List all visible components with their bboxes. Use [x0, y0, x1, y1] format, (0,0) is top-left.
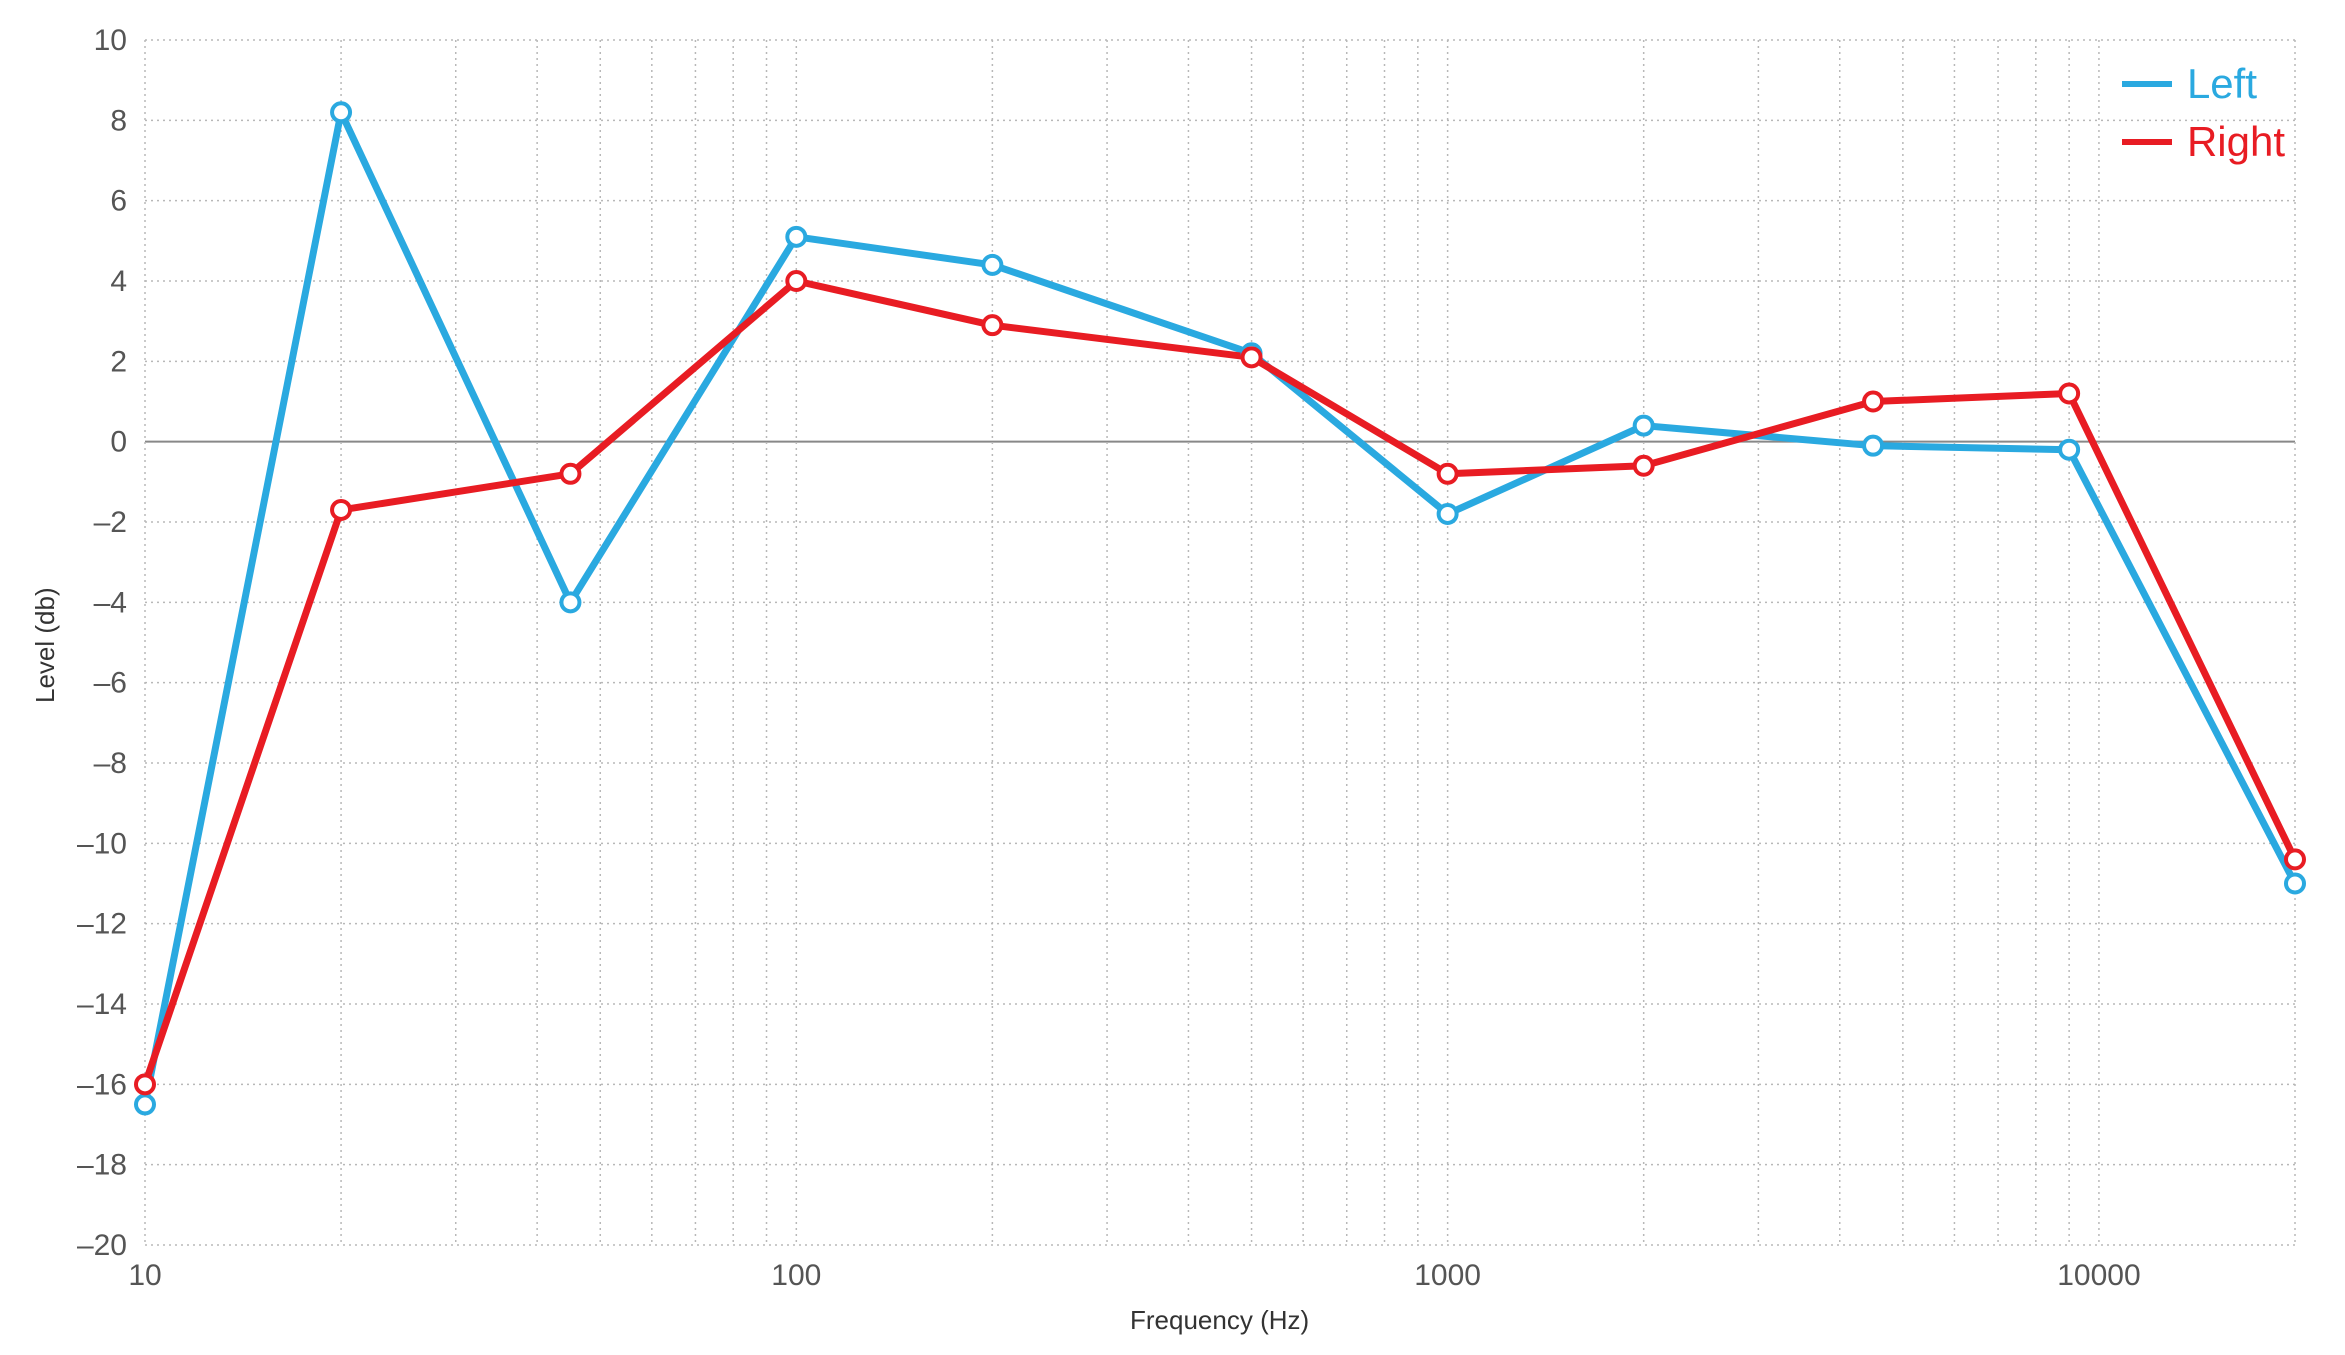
legend: Left Right	[2122, 60, 2285, 176]
svg-text:–18: –18	[77, 1149, 127, 1182]
legend-label-left: Left	[2187, 60, 2257, 108]
svg-text:–10: –10	[77, 827, 127, 860]
svg-text:2: 2	[110, 345, 127, 378]
svg-text:1000: 1000	[1414, 1259, 1481, 1292]
svg-text:6: 6	[110, 185, 127, 218]
svg-text:–6: –6	[94, 667, 127, 700]
svg-text:–12: –12	[77, 908, 127, 941]
svg-text:10000: 10000	[2057, 1259, 2140, 1292]
svg-text:8: 8	[110, 104, 127, 137]
svg-text:0: 0	[110, 426, 127, 459]
svg-text:–2: –2	[94, 506, 127, 539]
legend-swatch-right	[2122, 139, 2172, 145]
svg-text:100: 100	[771, 1259, 821, 1292]
frequency-response-chart: –20–18–16–14–12–10–8–6–4–202468101010010…	[0, 0, 2345, 1355]
svg-text:–20: –20	[77, 1229, 127, 1262]
legend-swatch-left	[2122, 81, 2172, 87]
svg-text:4: 4	[110, 265, 127, 298]
legend-label-right: Right	[2187, 118, 2285, 166]
svg-text:10: 10	[128, 1259, 161, 1292]
legend-item-right: Right	[2122, 118, 2285, 166]
svg-text:10: 10	[94, 24, 127, 57]
svg-text:–16: –16	[77, 1068, 127, 1101]
svg-text:–8: –8	[94, 747, 127, 780]
x-axis-label: Frequency (Hz)	[1130, 1305, 1309, 1336]
y-axis-label: Level (db)	[30, 587, 61, 703]
legend-item-left: Left	[2122, 60, 2285, 108]
svg-text:–4: –4	[94, 586, 127, 619]
svg-text:–14: –14	[77, 988, 127, 1021]
